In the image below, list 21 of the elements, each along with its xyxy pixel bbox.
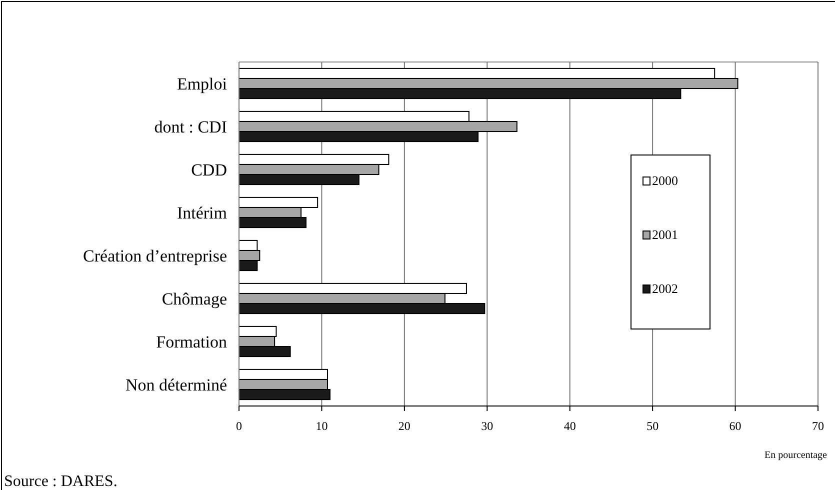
y-tick-label: dont : CDI (154, 118, 228, 136)
x-tick-label: 50 (646, 419, 659, 433)
legend-label: 2001 (652, 227, 678, 242)
y-tick-label: CDD (191, 160, 227, 180)
y-tick-label: Emploi (176, 74, 228, 94)
x-tick-label: 10 (316, 419, 328, 433)
x-tick-label: 20 (398, 419, 410, 433)
y-tick-label: Non déterminé (126, 376, 227, 394)
x-tick-label: 30 (481, 419, 494, 433)
source-note: Source : DARES. (4, 473, 118, 490)
y-tick-label: Intérim (176, 204, 227, 222)
y-tick-label: Chômage (162, 290, 227, 308)
x-tick-label: 0 (236, 419, 242, 433)
x-tick-label: 40 (564, 419, 576, 433)
text: En pourcentage (764, 450, 828, 461)
x-tick-label: 70 (812, 419, 824, 433)
legend-label: 2000 (652, 173, 678, 188)
y-tick-label: Formation (156, 332, 228, 352)
x-tick-label: 60 (729, 419, 742, 433)
y-tick-label: Création d’entreprise (83, 246, 227, 266)
legend-label: 2002 (652, 281, 678, 296)
